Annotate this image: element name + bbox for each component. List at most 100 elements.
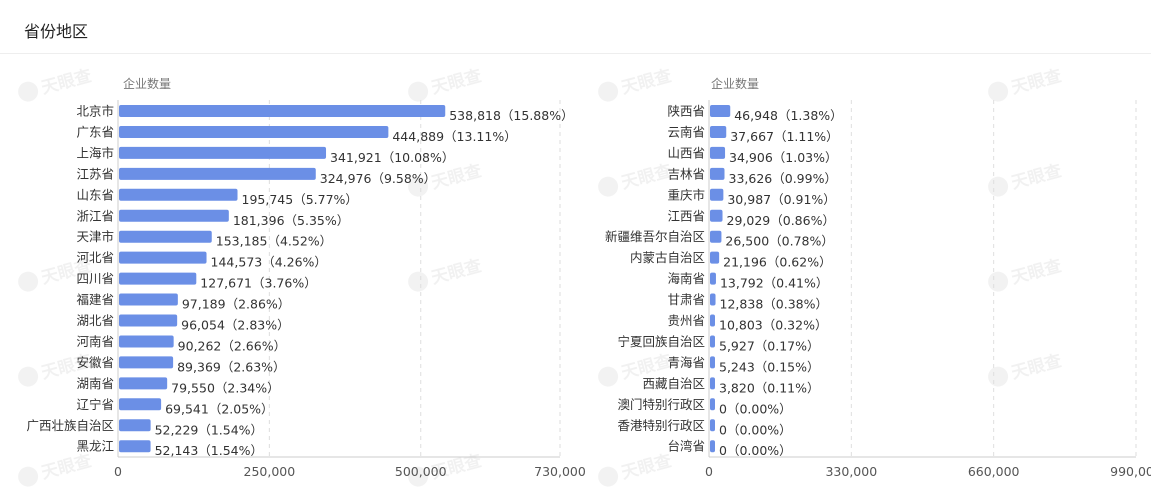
svg-text:天眼查: 天眼查 (1009, 350, 1065, 384)
category-label: 广西壮族自治区 (26, 418, 114, 433)
bar (710, 105, 731, 117)
bar (119, 335, 174, 348)
category-label: 山东省 (76, 187, 114, 202)
bar (119, 209, 229, 222)
category-label: 青海省 (667, 355, 705, 370)
bar (710, 356, 715, 369)
data-label: 144,573（4.26%） (211, 255, 327, 270)
svg-text:天眼查: 天眼查 (619, 160, 675, 194)
category-label: 安徽省 (76, 355, 114, 370)
bar (710, 209, 723, 222)
bar (710, 146, 726, 159)
watermark-logo: 天眼查 (988, 255, 1065, 292)
data-label: 69,541（2.05%） (165, 401, 273, 416)
svg-text:天眼查: 天眼查 (429, 160, 485, 194)
svg-text:天眼查: 天眼查 (619, 65, 675, 99)
data-label: 90,262（2.66%） (178, 338, 286, 353)
data-label: 127,671（3.76%） (200, 276, 316, 291)
category-label: 甘肃省 (667, 292, 705, 307)
category-label: 上海市 (76, 145, 114, 160)
category-label: 贵州省 (667, 313, 705, 328)
data-label: 96,054（2.83%） (181, 318, 289, 333)
svg-text:天眼查: 天眼查 (39, 65, 95, 99)
category-label: 香港特别行政区 (617, 418, 705, 433)
x-tick-label: 0 (114, 464, 122, 479)
bar (710, 377, 715, 390)
bar (710, 251, 720, 264)
category-label: 广东省 (76, 124, 114, 139)
category-label: 四川省 (76, 271, 114, 286)
data-label: 324,976（9.58%） (320, 171, 436, 186)
x-tick-label: 500,000 (395, 464, 447, 479)
bar (119, 440, 151, 453)
bar (119, 377, 168, 390)
x-tick-label: 990,000 (1110, 464, 1151, 479)
watermark-logo: 天眼查 (18, 65, 95, 102)
data-label: 34,906（1.03%） (729, 150, 837, 165)
watermark-logo: 天眼查 (598, 450, 675, 487)
data-label: 195,745（5.77%） (242, 192, 358, 207)
data-label: 79,550（2.34%） (171, 380, 279, 395)
bar (119, 419, 151, 432)
category-label: 浙江省 (76, 208, 114, 223)
svg-text:天眼查: 天眼查 (39, 450, 95, 484)
data-label: 444,889（13.11%） (392, 129, 516, 144)
category-label: 北京市 (76, 104, 114, 119)
data-label: 37,667（1.11%） (730, 129, 838, 144)
data-label: 10,803（0.32%） (719, 318, 827, 333)
category-label: 辽宁省 (76, 397, 114, 412)
bar (119, 293, 178, 306)
data-label: 52,229（1.54%） (155, 422, 263, 437)
watermark-logo: 天眼查 (18, 450, 95, 487)
category-label: 澳门特别行政区 (617, 397, 705, 412)
bar (710, 335, 715, 348)
bar (710, 167, 725, 180)
category-label: 福建省 (76, 292, 114, 307)
category-label: 重庆市 (667, 187, 705, 202)
category-label: 陕西省 (667, 104, 705, 119)
watermark-logo: 天眼查 (988, 65, 1065, 102)
bar (710, 293, 716, 306)
category-label: 台湾省 (667, 439, 705, 454)
data-label: 0（0.00%） (719, 443, 792, 458)
x-tick-label: 660,000 (968, 464, 1020, 479)
category-label: 河北省 (76, 250, 114, 265)
bar (119, 251, 207, 264)
x-tick-label: 730,000 (534, 464, 586, 479)
data-label: 30,987（0.91%） (727, 192, 835, 207)
category-label: 宁夏回族自治区 (617, 334, 705, 349)
watermark-logo: 天眼查 (988, 350, 1065, 387)
x-tick-label: 0 (705, 464, 713, 479)
category-label: 山西省 (667, 145, 705, 160)
data-label: 46,948（1.38%） (734, 108, 842, 123)
bar (710, 440, 715, 453)
bar (119, 272, 197, 285)
data-label: 26,500（0.78%） (725, 234, 833, 249)
data-label: 181,396（5.35%） (233, 213, 349, 228)
data-label: 13,792（0.41%） (720, 276, 828, 291)
bar (119, 314, 178, 327)
watermark-logo: 天眼查 (598, 65, 675, 102)
data-label: 12,838（0.38%） (720, 297, 828, 312)
category-label: 河南省 (76, 334, 114, 349)
category-label: 黑龙江 (76, 439, 114, 454)
section-header: 省份地区 (0, 0, 1151, 54)
bar (119, 356, 174, 369)
bar (710, 188, 724, 201)
bar (710, 419, 715, 432)
data-label: 341,921（10.08%） (330, 150, 454, 165)
data-label: 52,143（1.54%） (155, 443, 263, 458)
bar (119, 398, 162, 411)
y-axis-title: 企业数量 (711, 76, 759, 91)
category-label: 海南省 (667, 271, 705, 286)
data-label: 5,927（0.17%） (719, 338, 820, 353)
bar (119, 125, 389, 138)
svg-text:天眼查: 天眼查 (619, 450, 675, 484)
category-label: 湖南省 (76, 376, 114, 391)
data-label: 33,626（0.99%） (729, 171, 837, 186)
svg-text:天眼查: 天眼查 (1009, 160, 1065, 194)
watermark-logo: 天眼查 (408, 255, 485, 292)
x-tick-label: 250,000 (244, 464, 296, 479)
watermark-logo: 天眼查 (598, 160, 675, 197)
